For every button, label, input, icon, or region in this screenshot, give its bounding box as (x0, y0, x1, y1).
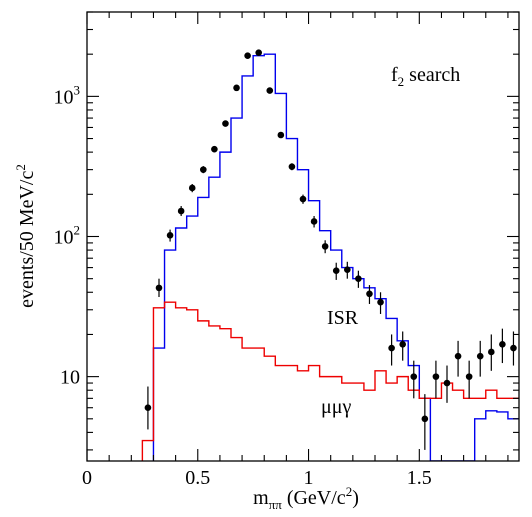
data-point (388, 344, 395, 352)
data-point (222, 120, 229, 127)
data-point (410, 373, 418, 380)
isr-label: ISR (327, 307, 359, 329)
isr-histogram (152, 53, 519, 461)
x-axis-title-sup: 2 (346, 484, 353, 499)
y-tick-label: 102 (54, 223, 81, 249)
y-tick-label-base: 10 (54, 86, 74, 108)
data-point (255, 49, 262, 56)
y-axis-title-main: events/50 MeV/c (16, 171, 38, 308)
data-point (200, 166, 207, 173)
axis-ticks (86, 11, 519, 461)
x-axis-title-main: m (253, 487, 269, 509)
data-point (244, 52, 251, 60)
x-axis-title-unit: (GeV/c (287, 487, 346, 509)
data-point (443, 379, 451, 387)
data-point (332, 267, 340, 275)
f2-search-label-sub: 2 (398, 74, 405, 89)
y-axis-title-sup: 2 (13, 164, 28, 171)
f2-search-label-main: f (391, 64, 398, 86)
data-point (499, 341, 506, 348)
y-tick-label-base: 10 (54, 227, 74, 249)
data-point (155, 284, 163, 292)
data-point (266, 87, 274, 94)
data-point (377, 298, 384, 306)
y-axis-title: events/50 MeV/c2 (13, 164, 38, 308)
f2-search-label-rest: search (404, 64, 460, 86)
data-point (421, 415, 429, 423)
data-point (399, 341, 406, 348)
mumugamma-label: μμγ (321, 396, 351, 418)
data-point (177, 207, 185, 215)
plot-area (141, 49, 519, 461)
data-point (432, 373, 440, 380)
data-point (476, 352, 484, 360)
x-axis-title-close: ) (352, 487, 359, 509)
data-point (277, 131, 285, 139)
data-point (344, 266, 351, 273)
data-point (310, 218, 318, 225)
data-point (288, 163, 296, 170)
data-point (488, 348, 495, 356)
y-tick-label: 10 (60, 367, 80, 389)
x-axis-title: mππ (GeV/c2) (253, 484, 359, 512)
data-point (188, 184, 196, 192)
data-point (321, 243, 329, 250)
data-point (510, 344, 517, 352)
data-point (454, 352, 462, 360)
x-tick-label: 0 (82, 467, 92, 489)
x-tick-label: 1.5 (407, 467, 432, 489)
data-point (211, 145, 218, 153)
data-point (299, 195, 307, 203)
data-point (465, 373, 473, 380)
x-tick-label: 1 (304, 467, 314, 489)
data-point (144, 404, 152, 412)
y-tick-label: 103 (54, 82, 81, 108)
x-axis-title-sub: ππ (269, 497, 283, 512)
y-tick-label-exp: 2 (74, 223, 81, 238)
y-tick-label-exp: 3 (74, 82, 81, 97)
f2-search-label: f2 search (391, 64, 460, 89)
data-point (355, 275, 362, 282)
data-point (166, 231, 174, 239)
y-tick-label-base: 10 (60, 367, 80, 389)
x-tick-label: 0.5 (185, 467, 210, 489)
data-point (233, 84, 240, 92)
mumugamma-histogram (141, 301, 519, 461)
data-point (366, 290, 373, 298)
